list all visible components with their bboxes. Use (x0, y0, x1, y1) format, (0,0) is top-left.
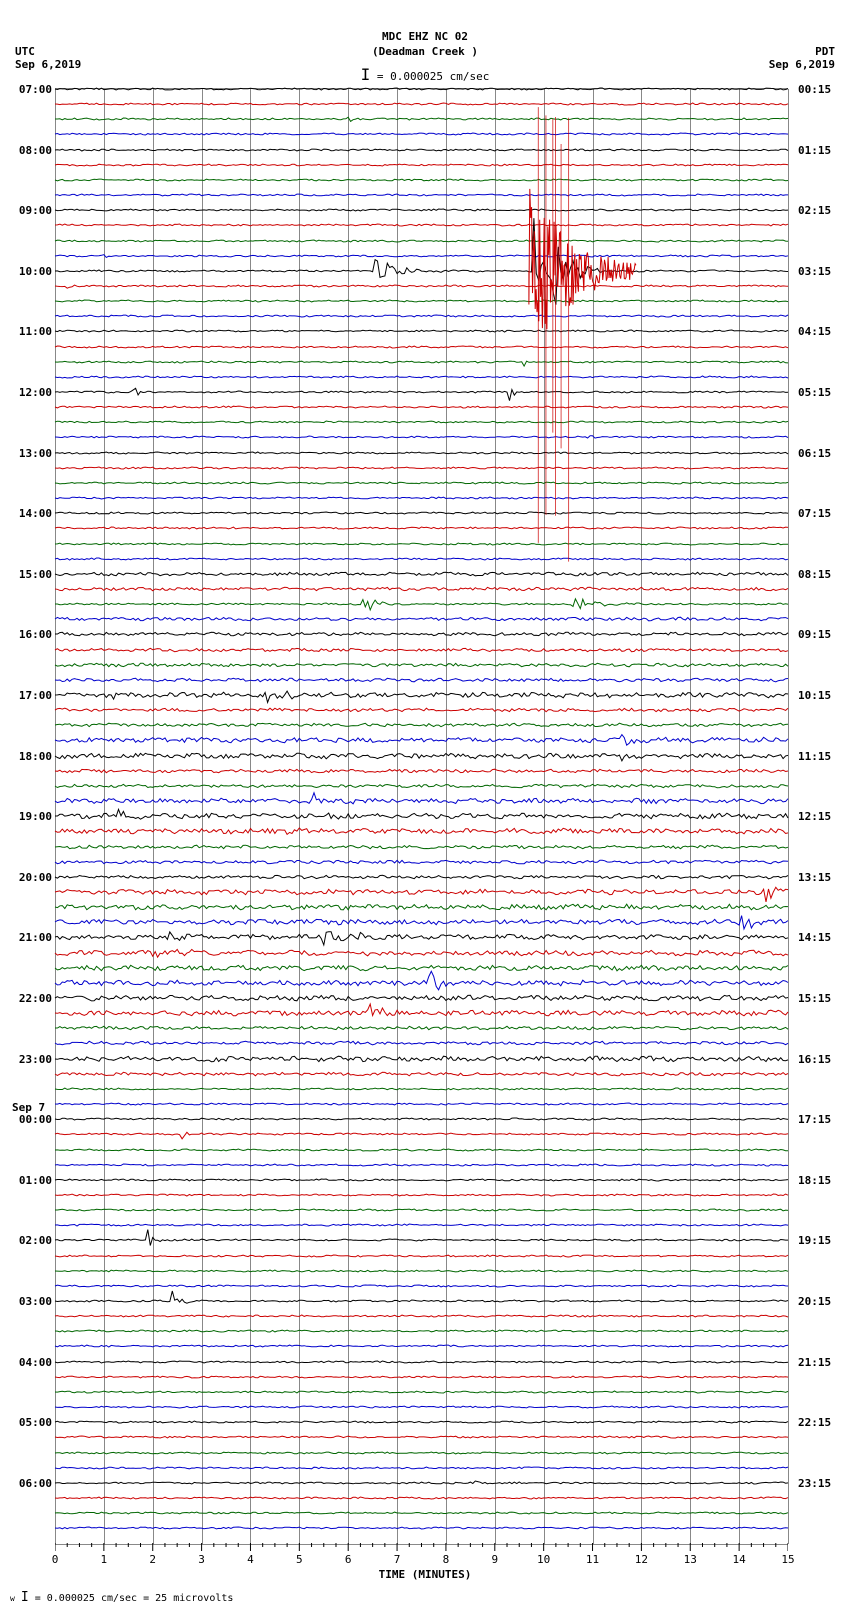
x-tick-label: 10 (537, 1553, 550, 1566)
hour-label-right: 17:15 (798, 1113, 831, 1126)
timezone-right: PDT (815, 45, 835, 58)
hour-label-right: 10:15 (798, 689, 831, 702)
hour-label-left: 06:00 (19, 1477, 52, 1490)
hour-label-left: 05:00 (19, 1416, 52, 1429)
date-right: Sep 6,2019 (769, 58, 835, 71)
x-tick-label: 8 (443, 1553, 450, 1566)
x-axis-title: TIME (MINUTES) (0, 1568, 850, 1581)
hour-label-right: 22:15 (798, 1416, 831, 1429)
hour-label-right: 08:15 (798, 568, 831, 581)
x-tick-label: 15 (781, 1553, 794, 1566)
hour-label-left: 00:00 (19, 1113, 52, 1126)
x-tick-label: 14 (733, 1553, 746, 1566)
hour-label-right: 23:15 (798, 1477, 831, 1490)
location-title: (Deadman Creek ) (0, 45, 850, 58)
hour-label-left: 03:00 (19, 1295, 52, 1308)
footer-scale: w I = 0.000025 cm/sec = 25 microvolts (10, 1590, 233, 1605)
hour-label-left: 17:00 (19, 689, 52, 702)
hour-label-right: 06:15 (798, 447, 831, 460)
x-tick-label: 1 (101, 1553, 108, 1566)
x-tick-label: 3 (198, 1553, 205, 1566)
hour-label-left: 16:00 (19, 628, 52, 641)
hour-label-left: 21:00 (19, 931, 52, 944)
hour-label-right: 19:15 (798, 1234, 831, 1247)
plot-area (55, 88, 788, 1545)
hour-label-left: 07:00 (19, 83, 52, 96)
hour-label-right: 07:15 (798, 507, 831, 520)
hour-label-right: 15:15 (798, 992, 831, 1005)
x-tick-label: 4 (247, 1553, 254, 1566)
hour-label-left: 11:00 (19, 325, 52, 338)
hour-label-right: 12:15 (798, 810, 831, 823)
hour-label-right: 18:15 (798, 1174, 831, 1187)
timezone-left: UTC (15, 45, 35, 58)
hour-label-right: 01:15 (798, 144, 831, 157)
hour-label-left: 15:00 (19, 568, 52, 581)
hour-label-left: 04:00 (19, 1356, 52, 1369)
hour-label-left: 02:00 (19, 1234, 52, 1247)
hour-label-left: 08:00 (19, 144, 52, 157)
hour-label-left: 10:00 (19, 265, 52, 278)
hour-label-left: 19:00 (19, 810, 52, 823)
event-vertical-tail (55, 89, 788, 1544)
hour-label-left: 20:00 (19, 871, 52, 884)
x-tick-label: 7 (394, 1553, 401, 1566)
hour-label-left: 18:00 (19, 750, 52, 763)
hour-label-right: 02:15 (798, 204, 831, 217)
hour-label-right: 16:15 (798, 1053, 831, 1066)
station-title: MDC EHZ NC 02 (0, 30, 850, 43)
hour-label-right: 05:15 (798, 386, 831, 399)
hour-label-right: 20:15 (798, 1295, 831, 1308)
x-tick-label: 11 (586, 1553, 599, 1566)
hour-label-left: 14:00 (19, 507, 52, 520)
x-tick-label: 5 (296, 1553, 303, 1566)
x-tick-label: 0 (52, 1553, 59, 1566)
hour-label-right: 03:15 (798, 265, 831, 278)
hour-label-left: 13:00 (19, 447, 52, 460)
scale-indicator: I = 0.000025 cm/sec (0, 65, 850, 84)
x-tick-label: 2 (149, 1553, 156, 1566)
date-left: Sep 6,2019 (15, 58, 81, 71)
hour-label-right: 04:15 (798, 325, 831, 338)
hour-label-left: 09:00 (19, 204, 52, 217)
hour-label-left: 22:00 (19, 992, 52, 1005)
x-tick-label: 9 (491, 1553, 498, 1566)
hour-label-left: 01:00 (19, 1174, 52, 1187)
hour-label-right: 13:15 (798, 871, 831, 884)
hour-label-right: 00:15 (798, 83, 831, 96)
day-change-label: Sep 7 (12, 1101, 45, 1114)
seismogram-container: MDC EHZ NC 02 (Deadman Creek ) I = 0.000… (0, 0, 850, 1613)
hour-label-left: 12:00 (19, 386, 52, 399)
hour-label-right: 09:15 (798, 628, 831, 641)
x-tick-label: 6 (345, 1553, 352, 1566)
hour-label-right: 11:15 (798, 750, 831, 763)
hour-label-right: 14:15 (798, 931, 831, 944)
x-tick-label: 12 (635, 1553, 648, 1566)
hour-label-right: 21:15 (798, 1356, 831, 1369)
x-tick-label: 13 (684, 1553, 697, 1566)
hour-label-left: 23:00 (19, 1053, 52, 1066)
